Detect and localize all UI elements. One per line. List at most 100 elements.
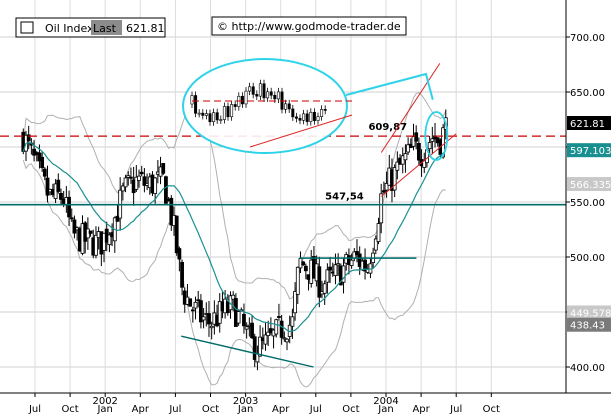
value-badge-bg: [567, 305, 611, 320]
x-tick-label: Jul: [168, 404, 181, 415]
mini-candle-body: [226, 106, 230, 118]
annotation-lines: 609,87 547,54: [0, 58, 566, 368]
value-badge-text: 438.43: [570, 321, 605, 332]
candle-body: [244, 326, 249, 330]
x-tick-label: Jan: [377, 404, 393, 415]
mini-candle-body: [309, 111, 313, 122]
candle-body: [59, 192, 63, 200]
y-tick-label: 700.00: [570, 33, 605, 44]
mini-candle-body: [244, 90, 248, 105]
mini-candle-body: [266, 91, 270, 99]
level-label-547: 547,54: [325, 192, 364, 203]
candle-body: [180, 261, 184, 288]
x-tick-label: Apr: [412, 404, 430, 415]
mini-candle-body: [201, 112, 205, 116]
value-badge-bg: [567, 177, 611, 192]
candle-body: [277, 316, 281, 318]
mini-candle-body: [276, 91, 280, 100]
mini-candle-body: [240, 95, 244, 105]
y-tick-label: 550.00: [570, 198, 605, 209]
mini-candle-body: [233, 104, 237, 107]
value-badge: 621.81: [567, 116, 611, 131]
chart-header: Oil Index Last 621.81 © http://www.godmo…: [15, 16, 407, 38]
candle-body: [142, 176, 147, 186]
candle-body: [250, 322, 254, 339]
candle-body: [137, 175, 141, 181]
mini-trendline: [249, 114, 353, 148]
candle-body: [123, 177, 128, 188]
candle-body: [129, 176, 133, 179]
candle-body: [107, 234, 112, 246]
mini-candle-body: [294, 116, 298, 119]
upper-band: [22, 92, 447, 300]
candle-body: [242, 313, 246, 327]
candle-body: [381, 190, 386, 193]
x-tick-label: Apr: [272, 404, 290, 415]
mini-candle-body: [291, 108, 295, 118]
mini-candle-body: [269, 91, 273, 96]
x-tick-label: Oct: [61, 404, 78, 415]
candle-body: [293, 291, 297, 314]
candle-body: [26, 134, 31, 142]
candle-body: [126, 175, 131, 178]
mini-candle-body: [215, 112, 219, 121]
level-label-609: 609,87: [368, 122, 407, 133]
candle-body: [285, 338, 289, 343]
mini-candle-body: [298, 118, 302, 121]
candle-body: [373, 238, 378, 251]
candle-body: [322, 283, 327, 294]
x-axis: Jul Oct Jan Apr Jul Oct Jan Apr Jul Oct Jan Apr Jul O…: [0, 392, 611, 415]
x-tick-label: Oct: [483, 404, 500, 415]
candle-body: [40, 156, 45, 168]
candle-body: [164, 176, 168, 204]
mini-candle-body: [305, 113, 309, 122]
candle-body: [395, 161, 400, 171]
candle-body: [252, 336, 257, 360]
candle-body: [392, 167, 397, 191]
candle-body: [88, 230, 93, 234]
candle-body: [325, 269, 330, 283]
candle-body: [153, 177, 158, 194]
x-tick-label: Oct: [202, 404, 219, 415]
moving-average: [22, 141, 447, 333]
candle-body: [190, 309, 195, 312]
candle-body: [72, 219, 77, 234]
candle-body: [416, 142, 421, 161]
candle-body: [196, 299, 201, 302]
moving-average-line: [22, 141, 447, 333]
y-tick-label: 650.00: [570, 88, 605, 99]
value-badge-bg: [567, 143, 611, 158]
channel-lower: [380, 133, 457, 197]
mini-candle-body: [258, 83, 262, 97]
x-tick-label: Jan: [96, 404, 112, 415]
value-badge: 449.578: [567, 305, 611, 320]
value-badge-bg: [567, 116, 611, 131]
source-url: © http://www.godmode-trader.de: [217, 20, 401, 33]
candle-body: [258, 336, 263, 357]
value-badge: 597.103: [567, 143, 611, 158]
candle-body: [317, 266, 322, 298]
candle-body: [301, 261, 306, 266]
candle-body: [69, 217, 74, 220]
candle-body: [266, 331, 271, 336]
candle-body: [376, 223, 381, 243]
y-tick-label: 500.00: [570, 253, 605, 264]
candle-body: [67, 196, 71, 218]
value-badge: 566.335: [567, 177, 611, 192]
mini-candle-body: [194, 95, 198, 114]
candle-body: [430, 138, 435, 142]
candle-body: [217, 301, 222, 324]
candle-body: [279, 320, 284, 338]
mini-candle-body: [255, 94, 259, 97]
value-badge-text: 449.578: [570, 308, 611, 319]
x-tick-label: Jan: [237, 404, 253, 415]
highlight-ellipse-large: [182, 58, 348, 154]
candle-body: [42, 168, 47, 177]
candle-body: [174, 215, 179, 254]
candle-body: [94, 234, 98, 256]
candle-body: [236, 311, 241, 324]
mini-candle-body: [251, 86, 255, 95]
mini-candle-body: [312, 111, 316, 121]
mini-candle-body: [284, 103, 288, 110]
candle-body: [282, 337, 287, 340]
